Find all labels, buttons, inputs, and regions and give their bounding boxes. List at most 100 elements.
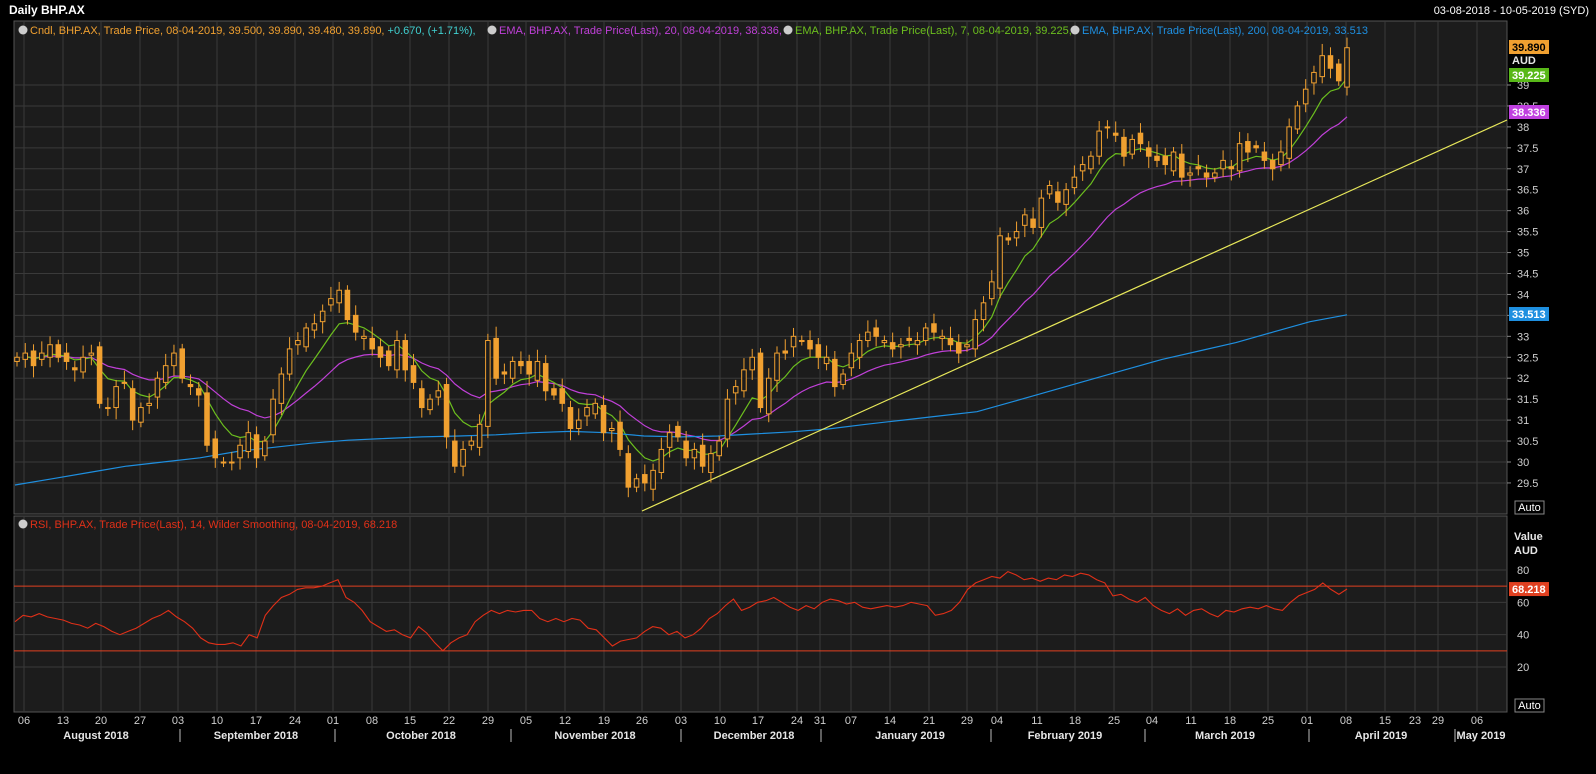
date-tick-label: 18 bbox=[1224, 715, 1236, 727]
candle bbox=[1145, 147, 1152, 157]
date-tick-label: 26 bbox=[636, 715, 648, 727]
candle bbox=[427, 398, 433, 411]
date-tick-label: 14 bbox=[884, 715, 896, 727]
date-tick-label: 05 bbox=[520, 715, 532, 727]
candle bbox=[1286, 126, 1292, 159]
candle bbox=[311, 323, 318, 331]
candle bbox=[633, 478, 640, 488]
date-tick-label: 11 bbox=[1031, 715, 1042, 727]
price-tick-label: 37.5 bbox=[1517, 143, 1538, 155]
price-tick-label: 30.5 bbox=[1517, 436, 1538, 448]
candle bbox=[369, 337, 375, 350]
candle bbox=[600, 404, 607, 434]
rsi-auto-label: Auto bbox=[1518, 700, 1541, 712]
month-label: October 2018 bbox=[386, 730, 456, 742]
month-label: May 2019 bbox=[1457, 730, 1506, 742]
candle bbox=[1302, 88, 1309, 105]
rsi-tick-label: 80 bbox=[1517, 565, 1529, 577]
candle bbox=[666, 432, 673, 448]
candle bbox=[328, 298, 334, 306]
candle bbox=[295, 340, 301, 346]
tag-ema20-label: 38.336 bbox=[1512, 107, 1546, 119]
date-tick-label: 24 bbox=[289, 715, 301, 727]
date-tick-label: 24 bbox=[791, 715, 803, 727]
candle bbox=[542, 363, 549, 392]
candle bbox=[749, 356, 755, 371]
candle bbox=[1319, 55, 1325, 78]
candle bbox=[1245, 141, 1251, 153]
rsi-panel[interactable] bbox=[13, 515, 1508, 713]
legend-toggle-icon[interactable] bbox=[18, 25, 28, 35]
candle bbox=[501, 371, 508, 375]
candle bbox=[526, 360, 532, 375]
candle bbox=[625, 453, 632, 488]
legend-toggle-icon[interactable] bbox=[18, 519, 28, 529]
candle bbox=[96, 346, 103, 404]
candle bbox=[319, 310, 326, 323]
candle bbox=[559, 388, 565, 404]
candle bbox=[1294, 105, 1301, 130]
candle bbox=[361, 335, 367, 339]
candle bbox=[336, 289, 342, 304]
candle bbox=[997, 235, 1003, 289]
price-tick-label: 36 bbox=[1517, 206, 1529, 218]
tag-rsi-label: 68.218 bbox=[1512, 584, 1546, 596]
price-tick-label: 30 bbox=[1517, 457, 1529, 469]
candle bbox=[675, 425, 681, 438]
date-tick-label: 15 bbox=[1379, 715, 1391, 727]
candle bbox=[419, 388, 425, 409]
price-tick-label: 33 bbox=[1517, 331, 1529, 343]
candle bbox=[774, 352, 780, 381]
candle bbox=[642, 474, 648, 484]
candle bbox=[55, 344, 62, 358]
rsi-auto-button[interactable] bbox=[1514, 698, 1545, 713]
candle bbox=[865, 331, 871, 342]
candle bbox=[162, 365, 169, 383]
date-tick-label: 17 bbox=[250, 715, 262, 727]
price-auto-button[interactable] bbox=[1514, 500, 1545, 515]
candle bbox=[989, 281, 995, 300]
candle bbox=[650, 469, 656, 490]
candle bbox=[658, 448, 665, 473]
price-auto-label: Auto bbox=[1518, 502, 1541, 514]
legend-toggle-icon[interactable] bbox=[487, 25, 497, 35]
candle bbox=[518, 360, 524, 367]
price-tick-label: 32 bbox=[1517, 373, 1529, 385]
candle bbox=[229, 461, 235, 464]
chart-title: Daily BHP.AX bbox=[9, 3, 85, 17]
candle bbox=[931, 323, 937, 333]
candle bbox=[683, 440, 689, 459]
tag-ema7 bbox=[1509, 68, 1549, 82]
date-tick-label: 10 bbox=[714, 715, 726, 727]
candle bbox=[1220, 159, 1226, 170]
candle bbox=[1154, 155, 1160, 161]
tag-close bbox=[1509, 40, 1549, 54]
tag-close-label: 39.890 bbox=[1512, 42, 1546, 54]
candle bbox=[914, 340, 921, 346]
candle bbox=[765, 377, 772, 415]
candle bbox=[460, 448, 466, 467]
price-tick-label: 31 bbox=[1517, 415, 1529, 427]
month-label: January 2019 bbox=[875, 730, 945, 742]
candle bbox=[1022, 214, 1028, 226]
price-tick-label: 37 bbox=[1517, 164, 1529, 176]
date-tick-label: 06 bbox=[1471, 715, 1483, 727]
candle bbox=[1121, 136, 1127, 157]
date-tick-label: 12 bbox=[559, 715, 571, 727]
candle bbox=[1071, 176, 1078, 189]
price-axis: 29.53030.53131.53232.53333.53434.53535.5… bbox=[1507, 80, 1538, 490]
candle bbox=[1112, 132, 1119, 136]
price-tick-label: 36.5 bbox=[1517, 185, 1538, 197]
candle bbox=[1063, 189, 1069, 205]
candle bbox=[1335, 63, 1342, 82]
candle bbox=[245, 432, 252, 453]
date-tick-label: 01 bbox=[1301, 715, 1313, 727]
candle bbox=[906, 337, 912, 342]
candle bbox=[220, 461, 227, 464]
legend-toggle-icon[interactable] bbox=[783, 25, 793, 35]
candle bbox=[129, 388, 136, 421]
legend-toggle-icon[interactable] bbox=[1070, 25, 1080, 35]
date-tick-label: 22 bbox=[443, 715, 455, 727]
price-panel[interactable] bbox=[13, 20, 1508, 515]
